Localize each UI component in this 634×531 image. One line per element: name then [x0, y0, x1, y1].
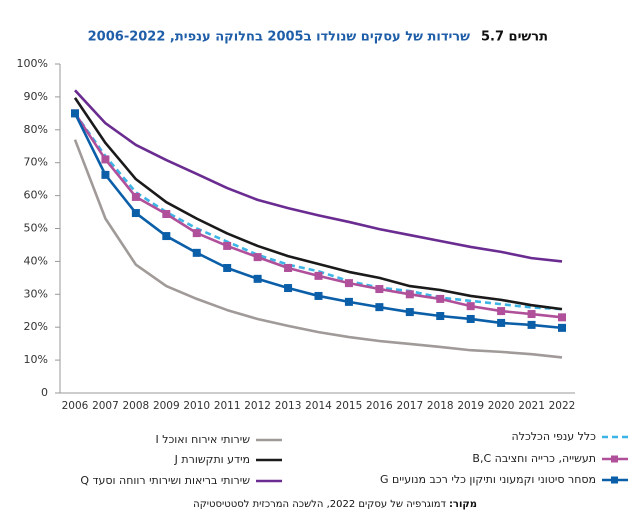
series-marker	[375, 285, 384, 294]
x-tick-label: 2018	[427, 400, 454, 412]
series-marker	[192, 248, 201, 257]
series-line	[73, 97, 563, 311]
series-marker	[71, 109, 79, 118]
chart-title: שרידות של עסקים שנולדו ב2005 בחלוקה ענפי…	[88, 30, 470, 45]
series-marker	[436, 312, 445, 321]
x-tick-label: 2015	[336, 400, 363, 412]
legend-label: שירותי אירוח ואוכל I	[155, 433, 250, 446]
series-marker	[405, 290, 414, 299]
legend-label: תעשייה, כרייה וחציבה B,C	[472, 452, 596, 465]
x-tick-label: 2007	[92, 400, 119, 412]
series-line	[73, 112, 563, 311]
series-marker	[497, 318, 506, 327]
series-marker	[253, 274, 262, 283]
series-marker	[558, 323, 566, 332]
x-tick-label: 2010	[183, 400, 210, 412]
series-marker	[223, 263, 232, 272]
legend-label: מסחר סיטוני וקמעוני ותיקון כלי רכב מנועי…	[380, 473, 596, 486]
series-marker	[101, 170, 110, 179]
legend-label: שירותי בריאות ושירותי רווחה וסעד Q	[80, 474, 250, 487]
legend-label: כלל ענפי הכלכלה	[512, 430, 597, 443]
y-tick-label: 90%	[24, 90, 48, 103]
x-tick-label: 2016	[366, 400, 393, 412]
series-marker	[466, 302, 475, 311]
legend-marker	[611, 455, 618, 463]
series-marker	[375, 303, 384, 312]
series-marker	[405, 308, 414, 317]
x-tick-label: 2012	[244, 400, 271, 412]
series-marker	[314, 291, 323, 300]
y-tick-label: 70%	[24, 156, 48, 169]
series-line	[74, 89, 563, 263]
series-marker	[284, 284, 293, 293]
series-marker	[314, 271, 323, 280]
x-tick-label: 2014	[305, 400, 332, 412]
y-tick-label: 20%	[24, 320, 48, 333]
series-marker	[162, 210, 171, 219]
y-tick-label: 80%	[24, 123, 48, 136]
series-marker	[527, 320, 536, 329]
series-marker	[344, 279, 353, 288]
series-marker	[131, 192, 140, 201]
y-tick-label: 60%	[24, 189, 48, 202]
y-tick-label: 0	[41, 386, 48, 399]
series-marker	[131, 209, 140, 218]
x-tick-label: 2013	[275, 400, 302, 412]
x-tick-label: 2017	[396, 400, 423, 412]
series-marker	[558, 313, 566, 322]
source: דמוגרפיה של עסקים 2022, הלשכה המרכזית לס…	[193, 499, 446, 510]
series-marker	[101, 155, 110, 164]
x-tick-label: 2021	[518, 400, 545, 412]
series-marker	[497, 307, 506, 316]
series-marker	[344, 297, 353, 306]
series-marker	[466, 314, 475, 323]
x-tick-label: 2022	[549, 400, 576, 412]
series-marker	[192, 229, 201, 238]
x-tick-label: 2011	[214, 400, 241, 412]
source-label: מקור:	[449, 499, 477, 510]
y-tick-label: 30%	[24, 287, 48, 300]
series-line	[73, 139, 563, 359]
y-tick-label: 100%	[17, 57, 48, 70]
legend-marker	[611, 476, 618, 484]
legend-label: מידע ותקשורת J	[174, 453, 250, 466]
series-marker	[436, 294, 445, 303]
x-tick-label: 2006	[62, 400, 89, 412]
x-tick-label: 2009	[153, 400, 180, 412]
x-tick-label: 2020	[488, 400, 515, 412]
x-tick-label: 2019	[457, 400, 484, 412]
series-marker	[527, 310, 536, 319]
series-marker	[223, 241, 232, 250]
figure-label: תרשים 5.7	[481, 30, 548, 45]
x-tick-label: 2008	[123, 400, 150, 412]
y-tick-label: 50%	[24, 222, 48, 235]
y-tick-label: 40%	[24, 254, 48, 267]
series-marker	[162, 232, 171, 241]
series-marker	[253, 253, 262, 262]
series-marker	[284, 263, 293, 272]
y-tick-label: 10%	[24, 353, 48, 366]
